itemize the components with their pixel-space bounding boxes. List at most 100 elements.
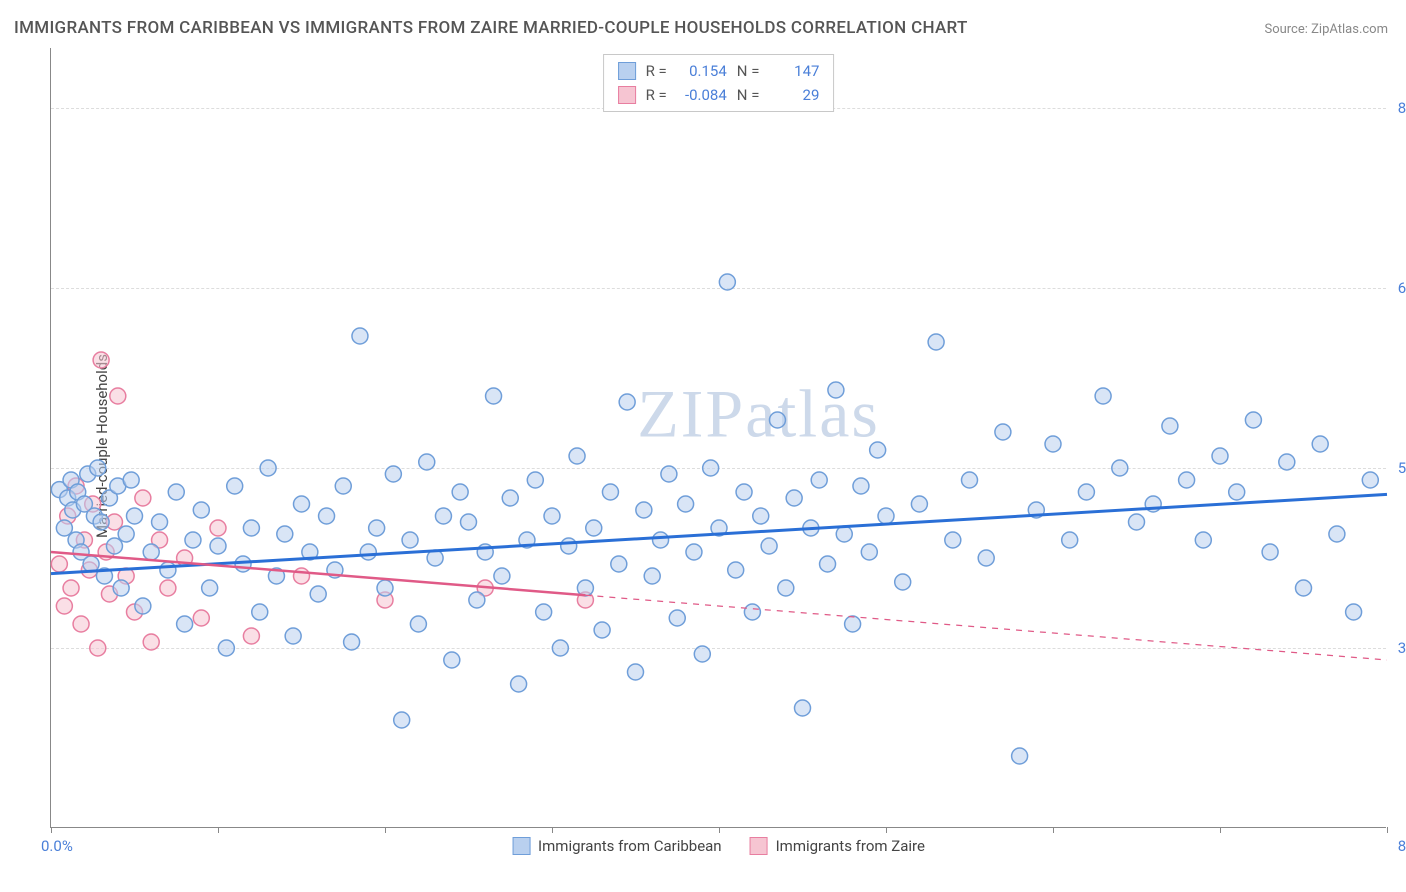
data-point (561, 538, 577, 554)
bottom-legend: Immigrants from Caribbean Immigrants fro… (512, 837, 925, 855)
data-point (895, 574, 911, 590)
data-point (123, 472, 139, 488)
data-point (769, 412, 785, 428)
data-point (243, 628, 259, 644)
data-point (978, 550, 994, 566)
data-point (344, 634, 360, 650)
data-point (294, 496, 310, 512)
data-point (853, 478, 869, 494)
data-point (1245, 412, 1261, 428)
data-point (828, 382, 844, 398)
data-point (210, 520, 226, 536)
data-point (106, 538, 122, 554)
data-point (90, 640, 106, 656)
swatch-series-0 (618, 62, 636, 80)
data-point (168, 484, 184, 500)
data-point (193, 502, 209, 518)
data-point (285, 628, 301, 644)
data-point (135, 598, 151, 614)
x-tick (719, 827, 720, 833)
data-point (1062, 532, 1078, 548)
data-point (611, 556, 627, 572)
data-point (1129, 514, 1145, 530)
data-point (486, 388, 502, 404)
data-point (218, 640, 234, 656)
data-point (602, 484, 618, 500)
chart-canvas (51, 48, 1386, 827)
data-point (469, 592, 485, 608)
plot-area: ZIPatlas 35.0%50.0%65.0%80.0% R =0.154 N… (50, 48, 1386, 828)
data-point (152, 514, 168, 530)
data-point (753, 508, 769, 524)
data-point (193, 610, 209, 626)
data-point (377, 580, 393, 596)
data-point (90, 460, 106, 476)
data-point (419, 454, 435, 470)
data-point (210, 538, 226, 554)
data-point (728, 562, 744, 578)
data-point (160, 562, 176, 578)
legend-item-zaire: Immigrants from Zaire (750, 837, 925, 855)
data-point (552, 640, 568, 656)
data-point (928, 334, 944, 350)
data-point (310, 586, 326, 602)
data-point (118, 526, 134, 542)
data-point (1346, 604, 1362, 620)
data-point (619, 394, 635, 410)
data-point (511, 676, 527, 692)
swatch-caribbean (512, 837, 530, 855)
stats-row-series-0: R =0.154 N =147 (618, 59, 820, 83)
data-point (452, 484, 468, 500)
data-point (335, 478, 351, 494)
swatch-zaire (750, 837, 768, 855)
data-point (1179, 472, 1195, 488)
data-point (494, 568, 510, 584)
data-point (202, 580, 218, 596)
y-tick-label: 50.0% (1398, 459, 1406, 477)
data-point (1012, 748, 1028, 764)
data-point (911, 496, 927, 512)
data-point (703, 460, 719, 476)
x-tick (218, 827, 219, 833)
data-point (360, 544, 376, 560)
y-tick-label: 35.0% (1398, 639, 1406, 657)
data-point (227, 478, 243, 494)
data-point (861, 544, 877, 560)
data-point (995, 424, 1011, 440)
data-point (678, 496, 694, 512)
x-tick (385, 827, 386, 833)
data-point (653, 532, 669, 548)
data-point (644, 568, 660, 584)
data-point (160, 580, 176, 596)
data-point (1262, 544, 1278, 560)
data-point (402, 532, 418, 548)
data-point (143, 544, 159, 560)
data-point (110, 388, 126, 404)
data-point (628, 664, 644, 680)
y-tick-label: 65.0% (1398, 279, 1406, 297)
data-point (73, 616, 89, 632)
data-point (1162, 418, 1178, 434)
data-point (1329, 526, 1345, 542)
data-point (736, 484, 752, 500)
data-point (177, 616, 193, 632)
data-point (778, 580, 794, 596)
data-point (319, 508, 335, 524)
chart-title: IMMIGRANTS FROM CARIBBEAN VS IMMIGRANTS … (14, 18, 968, 38)
data-point (385, 466, 401, 482)
data-point (435, 508, 451, 524)
x-tick (1387, 827, 1388, 833)
legend-item-caribbean: Immigrants from Caribbean (512, 837, 722, 855)
data-point (127, 508, 143, 524)
data-point (744, 604, 760, 620)
data-point (143, 634, 159, 650)
stats-row-series-1: R =-0.084 N =29 (618, 83, 820, 107)
data-point (394, 712, 410, 728)
data-point (352, 328, 368, 344)
x-tick (51, 827, 52, 833)
data-point (1112, 460, 1128, 476)
data-point (661, 466, 677, 482)
data-point (1312, 436, 1328, 452)
x-axis-min-label: 0.0% (41, 837, 73, 855)
legend-label-caribbean: Immigrants from Caribbean (538, 837, 722, 855)
